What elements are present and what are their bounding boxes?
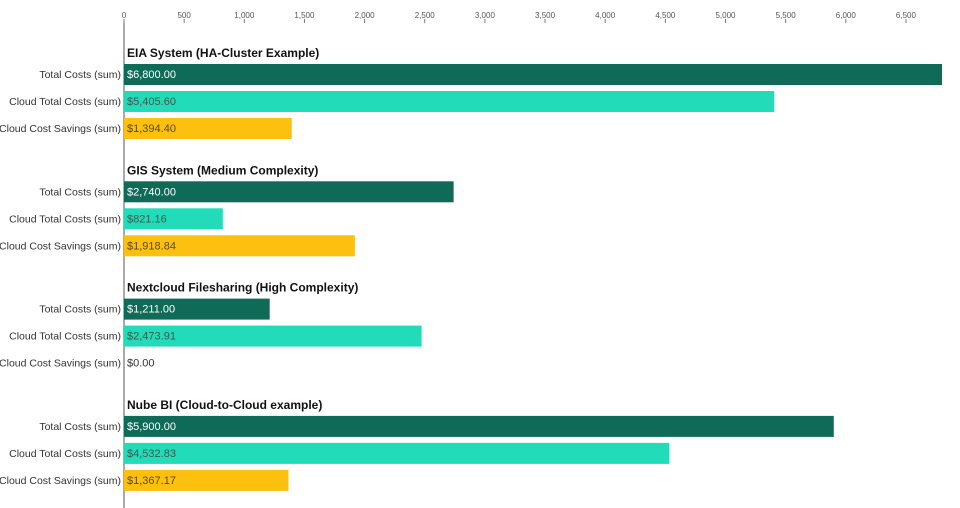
- x-tick-label: 2,000: [355, 11, 376, 20]
- category-label: Cloud Cost Savings (sum): [0, 240, 121, 252]
- x-tick-label: 1,000: [234, 11, 255, 20]
- data-label: $0.00: [127, 358, 155, 370]
- bar: [124, 118, 292, 139]
- category-label: Total Costs (sum): [39, 304, 121, 316]
- x-tick-label: 6,000: [836, 11, 857, 20]
- category-label: Total Costs (sum): [39, 69, 121, 81]
- x-tick-label: 4,000: [595, 11, 616, 20]
- data-label: $1,918.84: [127, 240, 176, 252]
- bar: [124, 208, 223, 230]
- x-tick-label: 4,500: [655, 11, 676, 20]
- category-label: Total Costs (sum): [39, 186, 121, 198]
- data-label: $6,800.00: [127, 69, 176, 81]
- data-label: $1,394.40: [127, 123, 176, 135]
- bar: [124, 298, 270, 320]
- data-label: $2,740.00: [127, 186, 176, 198]
- category-label: Cloud Total Costs (sum): [9, 96, 121, 108]
- category-label: Cloud Cost Savings (sum): [0, 358, 121, 370]
- data-label: $5,900.00: [127, 421, 176, 433]
- bar: [124, 181, 454, 203]
- data-label: $2,473.91: [127, 331, 176, 343]
- x-tick-label: 3,500: [535, 11, 556, 20]
- x-tick-label: 0: [122, 11, 127, 20]
- data-label: $4,532.83: [127, 448, 176, 460]
- x-tick-label: 6,500: [896, 11, 917, 20]
- category-label: Cloud Total Costs (sum): [9, 213, 121, 225]
- x-tick-label: 3,000: [475, 11, 496, 20]
- x-tick-label: 2,500: [415, 11, 436, 20]
- category-label: Cloud Cost Savings (sum): [0, 123, 121, 135]
- bar: [124, 415, 834, 437]
- category-label: Cloud Cost Savings (sum): [0, 475, 121, 487]
- x-tick-label: 1,500: [294, 11, 315, 20]
- bar: [124, 64, 943, 85]
- data-label: $1,367.17: [127, 475, 176, 487]
- category-label: Cloud Total Costs (sum): [9, 331, 121, 343]
- group-title: GIS System (Medium Complexity): [127, 163, 318, 177]
- category-label: Cloud Total Costs (sum): [9, 448, 121, 460]
- group-title: EIA System (HA-Cluster Example): [127, 46, 319, 60]
- bar: [124, 91, 775, 112]
- category-label: Total Costs (sum): [39, 421, 121, 433]
- bar: [124, 235, 355, 257]
- group-title: Nube BI (Cloud-to-Cloud example): [127, 398, 322, 412]
- bar: [124, 469, 289, 491]
- bar: [124, 325, 422, 347]
- data-label: $5,405.60: [127, 96, 176, 108]
- group-title: Nextcloud Filesharing (High Complexity): [127, 281, 358, 295]
- data-label: $821.16: [127, 213, 167, 225]
- bar: [124, 442, 670, 464]
- x-tick-label: 5,000: [715, 11, 736, 20]
- x-tick-label: 5,500: [776, 11, 797, 20]
- x-tick-label: 500: [177, 11, 191, 20]
- data-label: $1,211.00: [127, 304, 175, 316]
